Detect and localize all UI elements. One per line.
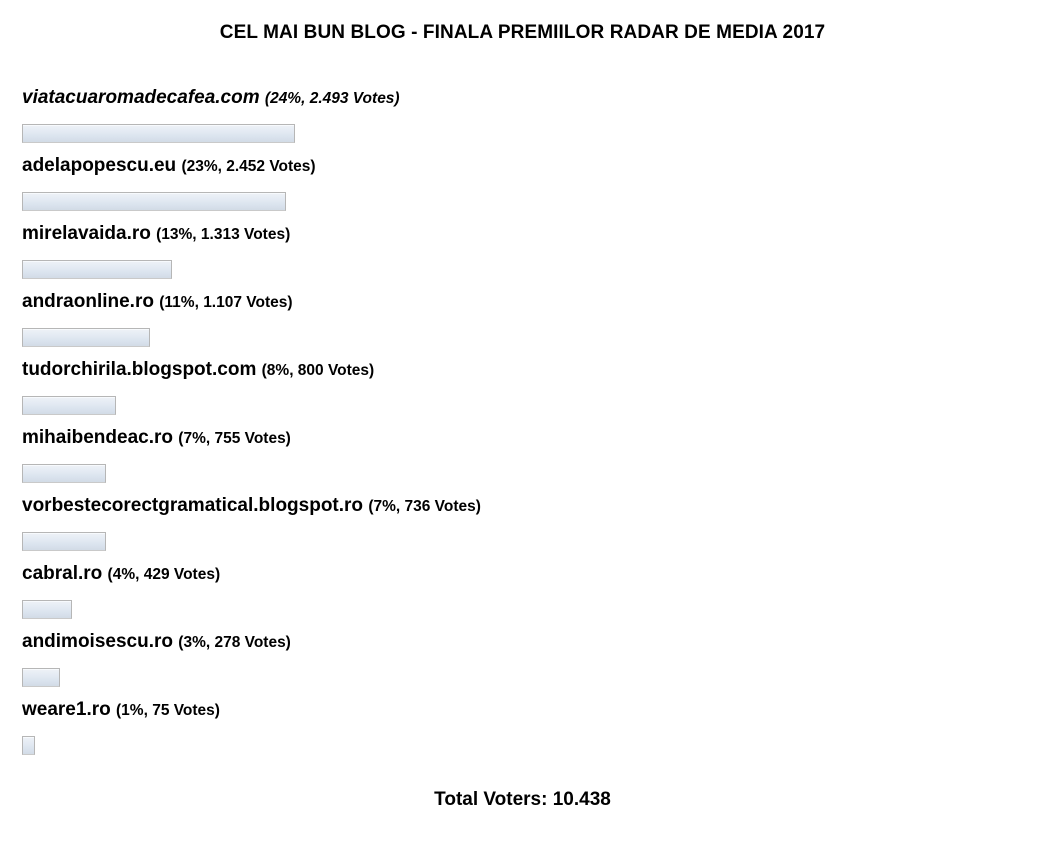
poll-answer-votes: (8%, 800 Votes) bbox=[261, 362, 375, 379]
poll-answer-votes: (7%, 755 Votes) bbox=[178, 430, 291, 447]
poll-answer-name: tudorchirila.blogspot.com bbox=[22, 359, 257, 380]
poll-answer-row: viatacuaromadecafea.com (24%, 2.493 Vote… bbox=[0, 84, 1045, 152]
poll-answer-bar-track bbox=[22, 532, 106, 551]
poll-answer-row: weare1.ro (1%, 75 Votes) bbox=[0, 696, 1045, 764]
poll-answer-text: mirelavaida.ro (13%, 1.313 Votes) bbox=[22, 220, 290, 249]
poll-answer-text: vorbestecorectgramatical.blogspot.ro (7%… bbox=[22, 492, 481, 521]
poll-answer-row: adelapopescu.eu (23%, 2.452 Votes) bbox=[0, 152, 1045, 220]
poll-answer-text: tudorchirila.blogspot.com (8%, 800 Votes… bbox=[22, 356, 374, 385]
poll-answer-bar-track bbox=[22, 464, 106, 483]
poll-answer-bar-fill bbox=[22, 192, 286, 211]
poll-answer-bar-track bbox=[22, 328, 150, 347]
poll-answer-row: vorbestecorectgramatical.blogspot.ro (7%… bbox=[0, 492, 1045, 560]
poll-answer-bar-track bbox=[22, 396, 116, 415]
poll-answer-name: adelapopescu.eu bbox=[22, 155, 177, 176]
poll-answer-bar-track bbox=[22, 668, 60, 687]
poll-answer-bar-fill bbox=[22, 532, 106, 551]
poll-answer-row: cabral.ro (4%, 429 Votes) bbox=[0, 560, 1045, 628]
poll-answer-bar-fill bbox=[22, 328, 150, 347]
poll-answer-name: andraonline.ro bbox=[22, 291, 154, 312]
poll-answer-name: cabral.ro bbox=[22, 563, 103, 584]
poll-answer-name: weare1.ro bbox=[22, 699, 111, 720]
poll-answer-text: viatacuaromadecafea.com (24%, 2.493 Vote… bbox=[22, 84, 400, 113]
poll-answer-votes: (1%, 75 Votes) bbox=[116, 702, 220, 719]
poll-answer-row: andraonline.ro (11%, 1.107 Votes) bbox=[0, 288, 1045, 356]
poll-answer-votes: (13%, 1.313 Votes) bbox=[156, 226, 291, 243]
poll-answer-bar-track bbox=[22, 736, 35, 755]
poll-answer-name: viatacuaromadecafea.com bbox=[22, 87, 260, 108]
poll-answer-text: cabral.ro (4%, 429 Votes) bbox=[22, 560, 220, 589]
poll-answer-bar-fill bbox=[22, 464, 106, 483]
poll-answer-text: adelapopescu.eu (23%, 2.452 Votes) bbox=[22, 152, 316, 181]
poll-answer-votes: (4%, 429 Votes) bbox=[107, 566, 221, 583]
poll-answer-bar-track bbox=[22, 260, 172, 279]
poll-answer-list: viatacuaromadecafea.com (24%, 2.493 Vote… bbox=[0, 84, 1045, 764]
poll-answer-bar-track bbox=[22, 192, 286, 211]
poll-answer-row: andimoisescu.ro (3%, 278 Votes) bbox=[0, 628, 1045, 696]
poll-answer-name: vorbestecorectgramatical.blogspot.ro bbox=[22, 495, 364, 516]
poll-answer-bar-fill bbox=[22, 600, 72, 619]
poll-answer-text: andimoisescu.ro (3%, 278 Votes) bbox=[22, 628, 291, 657]
poll-answer-text: weare1.ro (1%, 75 Votes) bbox=[22, 696, 220, 725]
poll-answer-votes: (3%, 278 Votes) bbox=[178, 634, 291, 651]
poll-answer-name: mihaibendeac.ro bbox=[22, 427, 173, 448]
poll-answer-bar-fill bbox=[22, 260, 172, 279]
poll-answer-bar-track bbox=[22, 600, 72, 619]
poll-answer-row: tudorchirila.blogspot.com (8%, 800 Votes… bbox=[0, 356, 1045, 424]
poll-answer-votes: (23%, 2.452 Votes) bbox=[181, 158, 316, 175]
poll-title: CEL MAI BUN BLOG - FINALA PREMIILOR RADA… bbox=[219, 22, 826, 43]
poll-answer-bar-fill bbox=[22, 668, 60, 687]
poll-answer-bar-track bbox=[22, 124, 295, 143]
poll-answer-votes: (24%, 2.493 Votes) bbox=[264, 90, 400, 107]
poll-answer-text: andraonline.ro (11%, 1.107 Votes) bbox=[22, 288, 293, 317]
poll-answer-bar-fill bbox=[22, 124, 295, 143]
poll-answer-bar-fill bbox=[22, 396, 116, 415]
poll-answer-row: mirelavaida.ro (13%, 1.313 Votes) bbox=[0, 220, 1045, 288]
poll-answer-row: mihaibendeac.ro (7%, 755 Votes) bbox=[0, 424, 1045, 492]
poll-answer-name: andimoisescu.ro bbox=[22, 631, 173, 652]
poll-answer-votes: (7%, 736 Votes) bbox=[368, 498, 481, 515]
poll-answer-name: mirelavaida.ro bbox=[22, 223, 151, 244]
poll-total-voters: Total Voters: 10.438 bbox=[434, 789, 611, 810]
poll-answer-text: mihaibendeac.ro (7%, 755 Votes) bbox=[22, 424, 291, 453]
poll-answer-bar-fill bbox=[22, 736, 35, 755]
poll-answer-votes: (11%, 1.107 Votes) bbox=[159, 294, 293, 311]
